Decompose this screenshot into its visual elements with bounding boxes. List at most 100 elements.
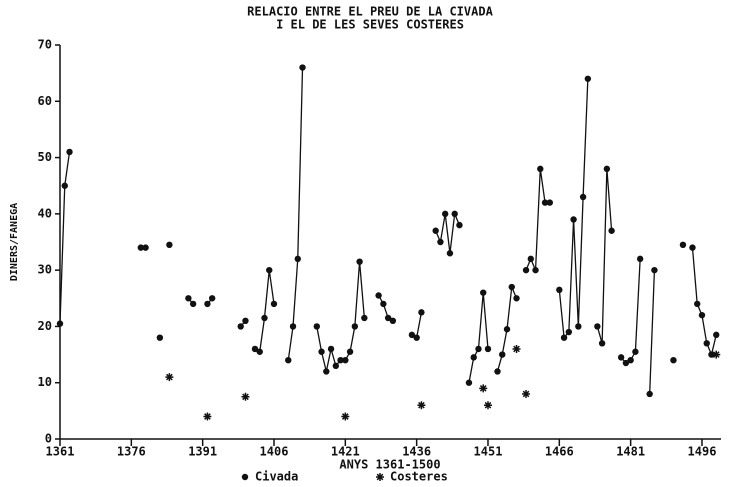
x-tick-label: 1406 xyxy=(260,445,289,459)
point-marker xyxy=(594,323,601,330)
point-marker xyxy=(332,362,340,370)
y-tick-label: 60 xyxy=(38,94,52,108)
point-marker xyxy=(408,331,416,339)
y-tick-label: 40 xyxy=(38,206,52,220)
point-marker xyxy=(270,300,278,308)
point-marker xyxy=(337,357,344,364)
chart-subtitle: I EL DE LES SEVES COSTERES xyxy=(276,18,464,32)
point-marker xyxy=(437,238,444,246)
point-marker xyxy=(494,368,501,375)
point-marker xyxy=(541,199,549,206)
point-marker xyxy=(646,390,653,398)
point-marker xyxy=(266,266,273,274)
point-marker xyxy=(703,340,710,347)
point-marker xyxy=(137,244,145,251)
point-marker xyxy=(446,250,454,257)
point-marker xyxy=(261,314,268,322)
point-marker xyxy=(632,348,639,355)
point-marker xyxy=(579,193,587,201)
point-marker xyxy=(346,348,354,355)
point-marker xyxy=(503,326,511,333)
x-axis-label: ANYS 1361-1500 xyxy=(339,458,440,472)
point-marker xyxy=(418,309,425,316)
x-tick-label: 1481 xyxy=(616,445,645,459)
point-marker xyxy=(465,379,473,386)
point-marker xyxy=(584,75,592,82)
point-marker xyxy=(475,345,482,353)
point-marker xyxy=(356,258,363,265)
x-tick-label: 1466 xyxy=(545,445,574,459)
point-marker xyxy=(480,289,487,296)
point-marker xyxy=(351,323,359,330)
point-marker xyxy=(294,255,301,263)
star-marker xyxy=(203,412,212,421)
point-marker xyxy=(142,244,149,251)
y-tick-label: 0 xyxy=(45,432,52,446)
point-marker xyxy=(299,64,306,71)
x-tick-label: 1361 xyxy=(46,445,75,459)
series-line xyxy=(59,67,717,394)
legend-label: Costeres xyxy=(390,470,448,484)
point-marker xyxy=(598,340,606,347)
point-marker xyxy=(185,295,192,302)
point-marker xyxy=(451,210,458,218)
y-tick-label: 20 xyxy=(38,319,52,333)
legend-marker xyxy=(241,473,249,481)
point-marker xyxy=(251,345,259,353)
point-marker xyxy=(522,266,530,274)
point-marker xyxy=(156,334,164,341)
point-marker xyxy=(570,216,577,223)
point-marker xyxy=(66,148,73,156)
point-marker xyxy=(342,357,349,364)
x-tick-label: 1391 xyxy=(188,445,217,459)
point-marker xyxy=(513,295,520,302)
star-marker xyxy=(241,392,250,401)
point-marker xyxy=(499,351,506,358)
chart-title: RELACIO ENTRE EL PREU DE LA CIVADA xyxy=(247,5,493,19)
point-marker xyxy=(237,323,244,330)
star-marker xyxy=(417,401,426,410)
point-marker xyxy=(560,334,568,341)
point-marker xyxy=(361,314,368,322)
point-marker xyxy=(608,227,615,234)
point-marker xyxy=(627,357,634,364)
legend-marker xyxy=(376,473,384,481)
point-marker xyxy=(56,320,64,327)
point-marker xyxy=(546,199,554,206)
point-marker xyxy=(384,314,392,322)
star-marker xyxy=(522,389,531,398)
star-marker xyxy=(165,373,174,382)
point-marker xyxy=(636,255,644,263)
legend-label: Civada xyxy=(255,470,298,484)
y-tick-label: 30 xyxy=(38,263,52,277)
x-tick-label: 1436 xyxy=(402,445,431,459)
y-tick-label: 50 xyxy=(38,150,52,164)
point-marker xyxy=(679,241,687,249)
point-marker xyxy=(413,334,420,341)
point-marker xyxy=(484,345,492,353)
star-marker xyxy=(712,350,721,359)
point-marker xyxy=(208,295,216,302)
point-marker xyxy=(556,286,563,294)
point-marker xyxy=(318,348,325,355)
y-tick-label: 10 xyxy=(38,375,52,389)
point-marker xyxy=(470,354,477,361)
point-marker xyxy=(708,351,715,358)
point-marker xyxy=(61,182,68,189)
star-marker xyxy=(483,401,492,410)
point-marker xyxy=(527,255,534,263)
point-marker xyxy=(537,165,544,173)
point-marker xyxy=(622,359,630,367)
x-tick-label: 1376 xyxy=(117,445,146,459)
point-marker xyxy=(651,266,658,274)
point-marker xyxy=(313,323,320,330)
y-tick-label: 70 xyxy=(38,38,52,52)
star-marker xyxy=(341,412,350,421)
point-marker xyxy=(617,354,625,361)
point-marker xyxy=(456,221,463,229)
point-marker xyxy=(380,300,387,308)
x-tick-label: 1451 xyxy=(474,445,503,459)
point-marker xyxy=(689,244,696,251)
point-marker xyxy=(242,317,249,324)
